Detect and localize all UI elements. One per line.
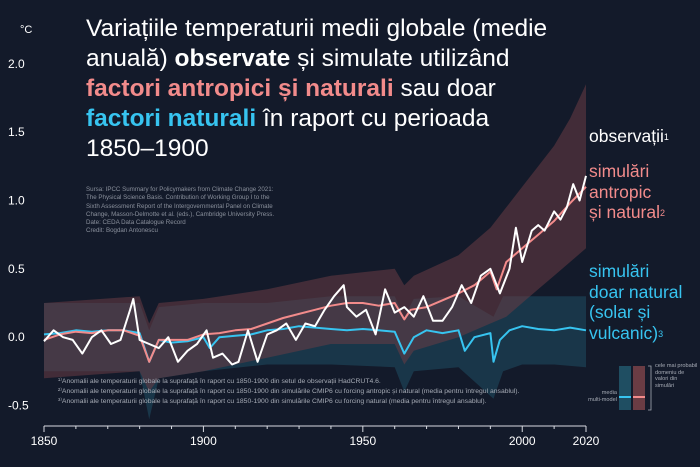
x-tick-label: 1950 [349,434,376,448]
legend-natural-band [619,366,631,410]
footnote-2: ²⁾Anomalii ale temperaturii globale la s… [58,388,520,395]
footnotes: ¹⁾Anomalii ale temperaturii globale la s… [58,377,598,407]
label-anthropogenic: simulări antropic și natural2 [589,161,666,222]
y-tick-label: 1.0 [8,194,25,208]
legend-mean-label: media multi-model [588,390,617,403]
x-tick-label: 1850 [31,434,58,448]
chart-title: Variațiile temperaturii medii globale (m… [86,15,548,162]
legend-anthropogenic-band [633,366,645,410]
label-natural: simulări doar natural (solar și vulcanic… [589,261,683,343]
footnote-1: ¹⁾Anomalii ale temperaturii globale la s… [58,378,381,385]
y-tick-label: 1.5 [8,125,25,139]
footnote-3: ³⁾Anomalii ale temperaturii globale la s… [58,398,487,405]
label-observed: observații1 [589,126,669,146]
legend-range-bracket [648,365,652,411]
y-tick-label: 0.0 [8,330,25,344]
legend-range-label: cele mai probabil domeniu de valori din … [655,363,698,389]
y-tick-label: 2.0 [8,57,25,71]
y-tick-label: 0.5 [8,262,25,276]
source-credit: Sursa: IPCC Summary for Policymakers fro… [86,186,275,235]
y-tick-label: -0.5 [8,399,29,413]
x-tick-label: 2000 [509,434,536,448]
anthropogenic-range-band [44,84,586,392]
x-tick-label: 1900 [190,434,217,448]
x-tick-label: 2020 [573,434,600,448]
observed-series-line [43,175,587,366]
y-axis-unit: °C [20,24,32,36]
